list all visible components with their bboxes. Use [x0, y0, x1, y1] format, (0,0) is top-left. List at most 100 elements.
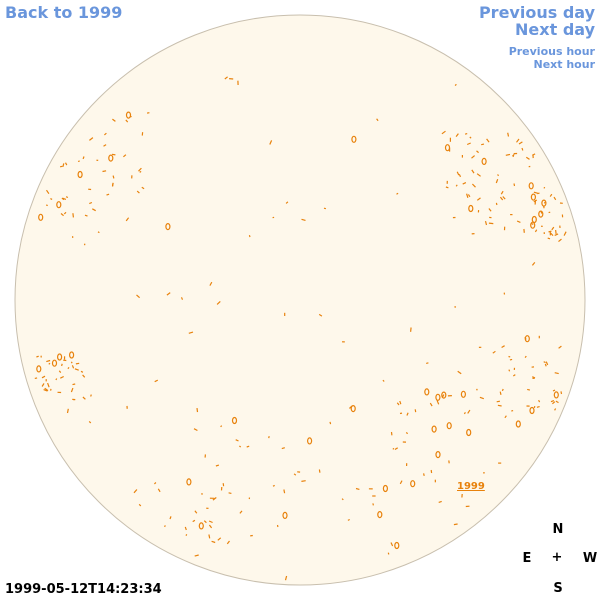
contour-segment	[70, 387, 74, 393]
contour-segment	[72, 383, 76, 386]
contour-segment	[505, 153, 511, 156]
contour-segment	[547, 237, 551, 240]
contour-segment	[492, 350, 496, 354]
contour-segment	[341, 498, 344, 501]
contour-segment	[196, 408, 199, 413]
contour-segment	[471, 183, 476, 188]
contour-segment	[410, 327, 412, 332]
contour-segment	[60, 213, 64, 217]
contour-segment	[38, 213, 44, 221]
contour-segment	[460, 390, 467, 398]
contour-segment	[558, 345, 562, 349]
contour-segment	[508, 369, 511, 372]
contour-segment	[208, 524, 213, 529]
contour-segment	[111, 153, 116, 156]
contour-segment	[165, 223, 171, 231]
contour-segment	[224, 76, 228, 80]
region-label-link[interactable]: 1999	[457, 481, 485, 492]
contour-segment	[541, 199, 547, 207]
contour-segment	[552, 389, 556, 392]
contour-segment	[43, 389, 48, 392]
contour-segment	[435, 451, 441, 459]
contour-segment	[228, 492, 232, 494]
contour-segment	[185, 534, 188, 536]
contour-segment	[63, 211, 67, 215]
contour-segment	[125, 111, 132, 119]
contour-segment	[123, 154, 127, 158]
contour-segment	[501, 388, 504, 392]
contour-segment	[406, 412, 409, 416]
previous-hour-link[interactable]: Previous hour	[508, 45, 595, 58]
contour-segment	[372, 503, 374, 506]
contour-segment	[471, 155, 475, 159]
contour-segment	[548, 230, 552, 233]
contour-segment	[538, 210, 544, 218]
contour-segment	[47, 382, 50, 388]
contour-segment	[180, 297, 184, 300]
contour-segment	[285, 201, 289, 204]
contour-segment	[235, 439, 239, 442]
contour-segment	[543, 186, 546, 189]
contour-segment	[209, 281, 213, 286]
contour-segment	[392, 447, 395, 450]
contour-segment	[542, 205, 545, 209]
contour-segment	[89, 137, 94, 141]
contour-segment	[524, 336, 527, 340]
contour-segment	[466, 193, 469, 198]
compass-center-icon: +	[551, 550, 563, 565]
contour-segment	[518, 141, 523, 145]
contour-segment	[431, 425, 437, 433]
contour-segment	[82, 374, 86, 378]
contour-segment	[136, 190, 140, 194]
next-day-link[interactable]: Next day	[515, 20, 595, 39]
next-hour-link[interactable]: Next hour	[533, 58, 596, 71]
contour-segment	[136, 294, 141, 299]
contour-segment	[464, 133, 468, 135]
contour-segment	[216, 300, 221, 305]
previous-day-link[interactable]: Previous day	[478, 3, 595, 22]
contour-segment	[512, 374, 516, 377]
contour-segment	[553, 196, 557, 201]
contour-segment	[138, 167, 142, 172]
contour-segment	[560, 391, 563, 395]
contour-segment	[62, 197, 67, 200]
contour-segment	[396, 402, 400, 406]
contour-segment	[543, 201, 546, 204]
contour-segment	[531, 223, 534, 225]
contour-segment	[453, 523, 458, 526]
observation-timestamp: 1999-05-12T14:23:34	[5, 582, 162, 597]
contour-segment	[355, 487, 360, 490]
contour-segment	[471, 169, 475, 174]
contour-segment	[426, 362, 429, 364]
solar-disk	[14, 14, 586, 586]
contour-segment	[544, 363, 547, 367]
contour-segment	[441, 394, 445, 398]
contour-segment	[423, 473, 425, 477]
contour-segment	[476, 197, 481, 201]
contour-segment	[284, 575, 288, 581]
contour-segment	[481, 157, 487, 165]
contour-segment	[192, 519, 196, 523]
contour-segment	[441, 130, 446, 135]
contour-segment	[82, 396, 86, 400]
contour-segment	[139, 170, 142, 173]
contour-segment	[550, 232, 554, 237]
contour-segment	[438, 500, 442, 503]
contour-segment	[281, 447, 285, 450]
back-to-year-link[interactable]: Back to 1999	[5, 3, 123, 22]
contour-segment	[429, 402, 433, 407]
contour-segment	[46, 359, 51, 363]
contour-segment	[34, 377, 38, 379]
contour-segment	[552, 401, 556, 405]
contour-segment	[208, 534, 211, 539]
contour-segment	[376, 118, 379, 122]
contour-segment	[382, 484, 389, 493]
compass-west: W	[582, 551, 598, 566]
contour-segment	[323, 207, 327, 210]
contour-segment	[318, 469, 321, 473]
contour-segment	[194, 510, 198, 514]
contour-segment	[215, 464, 220, 467]
contour-segment	[141, 186, 145, 190]
contour-segment	[208, 520, 213, 524]
contour-segment	[495, 178, 499, 184]
